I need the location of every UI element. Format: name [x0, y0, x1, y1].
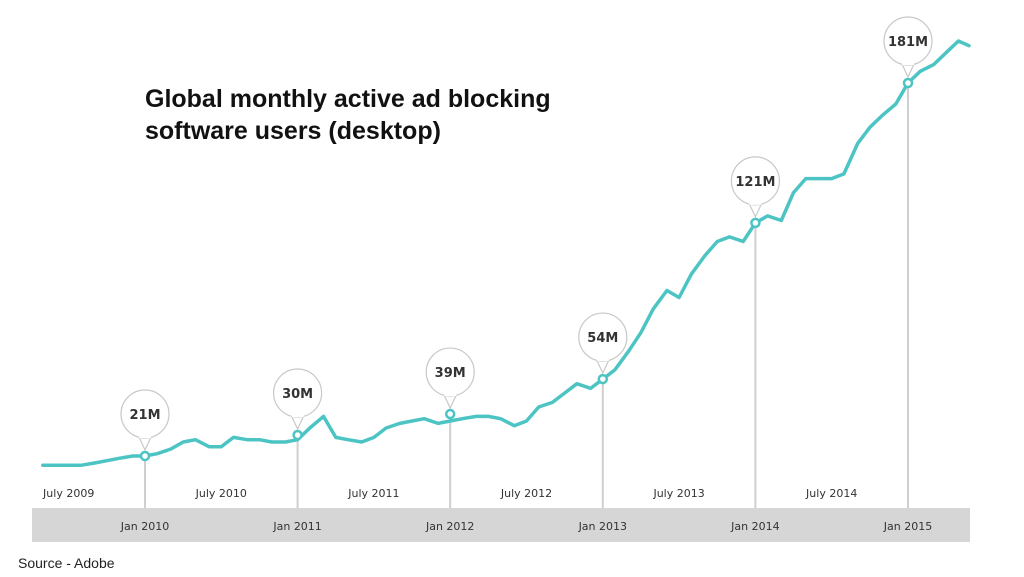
- x-tick-label-bottom-1: Jan 2011: [272, 520, 321, 533]
- data-point-marker: [444, 408, 456, 420]
- x-tick-label-bottom-0: Jan 2010: [120, 520, 169, 533]
- callout-label: 39M: [435, 366, 466, 381]
- callout-bubble-joint: [139, 434, 151, 438]
- data-point-marker: [902, 77, 914, 89]
- callout-bubble-joint: [749, 200, 762, 205]
- callout-121m: 121M: [730, 156, 781, 229]
- callout-21m: 21M: [120, 389, 170, 462]
- x-tick-label-top-4: July 2013: [652, 487, 704, 500]
- callout-label: 181M: [888, 35, 928, 50]
- x-axis-band: [32, 508, 970, 542]
- source-note: Source - Adobe: [18, 555, 115, 571]
- x-tick-label-bottom-4: Jan 2014: [730, 520, 779, 533]
- callout-54m: 54M: [578, 312, 628, 385]
- x-tick-label-top-0: July 2009: [42, 487, 94, 500]
- callout-30m: 30M: [273, 368, 323, 441]
- callout-label: 21M: [129, 408, 160, 423]
- callout-39m: 39M: [425, 347, 475, 420]
- data-point-marker: [750, 217, 761, 229]
- x-tick-label-top-3: July 2012: [500, 487, 552, 500]
- data-point-marker: [292, 429, 303, 441]
- x-tick-label-bottom-5: Jan 2015: [883, 520, 932, 533]
- data-point-marker: [597, 373, 609, 385]
- callout-bubble-joint: [596, 357, 609, 362]
- chart-title-line-1: Global monthly active ad blocking: [145, 85, 551, 113]
- callout-bubble-joint: [902, 61, 914, 65]
- callout-bubble-joint: [444, 392, 457, 397]
- x-axis-ticks: July 2009 July 2010 July 2011 July 2012 July…: [42, 487, 932, 533]
- callout-181m: 181M: [883, 16, 933, 89]
- x-tick-label-bottom-2: Jan 2012: [425, 520, 474, 533]
- chart-title-line-2: software users (desktop): [145, 117, 441, 145]
- callout-label: 121M: [735, 175, 775, 190]
- series-line-ad-block-users: [41, 39, 971, 468]
- x-tick-label-top-1: July 2010: [195, 487, 247, 500]
- x-tick-label-top-5: July 2014: [805, 487, 857, 500]
- x-tick-label-bottom-3: Jan 2013: [578, 520, 627, 533]
- callout-markers: 21M 30M 39M 54M 121M 181M: [120, 16, 933, 462]
- callout-label: 30M: [282, 387, 313, 402]
- data-point-marker: [139, 450, 151, 462]
- callout-label: 54M: [587, 331, 618, 346]
- callout-bubble-joint: [291, 413, 304, 418]
- callout-leaders: [144, 83, 909, 508]
- x-tick-label-top-2: July 2011: [347, 487, 399, 500]
